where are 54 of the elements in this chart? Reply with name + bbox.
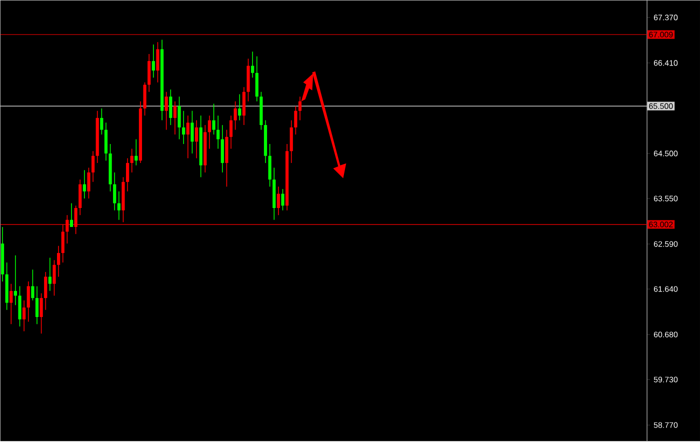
candlestick <box>57 246 60 278</box>
candlestick <box>268 144 272 188</box>
candlestick <box>18 286 22 328</box>
candlestick <box>156 42 160 83</box>
candlestick <box>48 258 52 292</box>
candlestick <box>40 293 43 334</box>
candlestick <box>229 115 233 150</box>
candlestick <box>66 214 69 244</box>
candlestick <box>169 89 172 126</box>
candlestick <box>117 191 120 220</box>
candlestick <box>173 101 177 136</box>
candlestick <box>216 115 220 150</box>
candlestick <box>134 139 138 166</box>
candlestick <box>31 269 34 302</box>
candlestick <box>70 203 74 228</box>
candlestick <box>276 186 280 216</box>
candlestick <box>220 124 224 174</box>
candlestick <box>190 110 194 154</box>
candlestick <box>212 104 216 136</box>
candlestick <box>87 168 90 200</box>
candlestick <box>194 120 198 159</box>
candlestick <box>78 179 82 216</box>
candlestick <box>290 120 293 164</box>
candlestick <box>22 300 26 332</box>
candlestick <box>186 115 190 159</box>
candlestick <box>242 86 246 126</box>
candlestick <box>113 172 116 211</box>
candlestick <box>281 188 284 211</box>
candlestick <box>35 286 39 325</box>
candlestick <box>255 56 258 102</box>
candlestick <box>82 170 86 200</box>
candlestick <box>91 150 95 183</box>
candlestick <box>130 148 134 174</box>
candlestick <box>61 224 64 264</box>
candlestick <box>74 205 78 235</box>
candlestick <box>152 44 155 78</box>
candlestick <box>104 122 108 162</box>
candlestick <box>10 284 13 325</box>
candlestick <box>294 106 298 136</box>
candlestick <box>44 272 48 310</box>
candlestick <box>14 255 17 306</box>
candlestick <box>143 82 146 116</box>
candlestick <box>164 92 168 130</box>
candlestick <box>251 51 254 78</box>
candlestick <box>234 101 237 130</box>
candlestick <box>238 94 242 121</box>
candlestick <box>126 158 130 192</box>
candlestick <box>52 260 56 296</box>
candlestick <box>100 108 104 136</box>
candlestick <box>182 110 186 145</box>
candlestick <box>148 54 151 92</box>
candlestick <box>178 96 181 140</box>
candlestick <box>26 281 30 322</box>
candlestick <box>208 115 211 150</box>
